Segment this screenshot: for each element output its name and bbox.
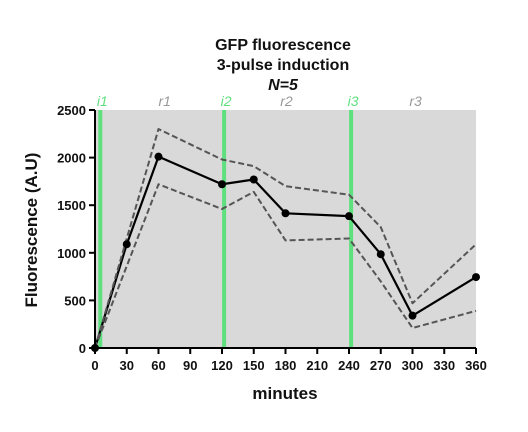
- mean-data-point: [281, 209, 290, 218]
- chart-title: GFP fluorescence: [215, 37, 351, 54]
- mean-data-point: [154, 152, 163, 161]
- mean-data-point: [408, 311, 417, 320]
- chart-sample-size: N=5: [268, 77, 299, 94]
- y-tick-label: 2500: [57, 103, 86, 118]
- induction-pulse-label: i2: [221, 93, 232, 109]
- upper-series-line: [94, 128, 477, 349]
- y-tick-label: 500: [64, 293, 86, 308]
- mean-data-point: [249, 175, 258, 184]
- rest-period-label: r1: [159, 93, 171, 109]
- mean-data-point: [472, 273, 480, 282]
- x-tick-label: 90: [183, 358, 197, 373]
- y-tick-label: 2000: [57, 151, 86, 166]
- y-tick-label: 0: [79, 341, 86, 356]
- y-tick-label: 1500: [57, 198, 86, 213]
- x-tick-label: 0: [91, 358, 98, 373]
- induction-pulse-label: i1: [97, 93, 108, 109]
- y-axis-label: Fluorescence (A.U): [22, 153, 41, 308]
- lower-series-line: [94, 183, 477, 349]
- x-tick-label: 240: [338, 358, 360, 373]
- y-tick-label: 1000: [57, 246, 86, 261]
- mean-data-point: [345, 212, 353, 221]
- x-tick-label: 120: [211, 358, 233, 373]
- induction-pulse-label: i3: [348, 93, 359, 109]
- mean-data-point: [218, 180, 226, 189]
- x-tick-label: 180: [275, 358, 297, 373]
- mean-data-point: [122, 240, 131, 249]
- rest-period-label: r2: [280, 93, 293, 109]
- x-tick-label: 150: [243, 358, 265, 373]
- x-tick-label: 60: [151, 358, 165, 373]
- x-tick-label: 30: [120, 358, 134, 373]
- x-tick-label: 300: [402, 358, 424, 373]
- mean-series-line: [93, 155, 477, 349]
- x-tick-label: 270: [370, 358, 392, 373]
- chart-subtitle: 3-pulse induction: [217, 57, 349, 74]
- x-tick-label: 210: [306, 358, 328, 373]
- x-tick-label: 360: [465, 358, 487, 373]
- plot-background: [95, 110, 476, 348]
- rest-period-label: r3: [409, 93, 422, 109]
- mean-data-point: [376, 250, 385, 259]
- x-axis-label: minutes: [252, 384, 317, 403]
- x-tick-label: 330: [433, 358, 455, 373]
